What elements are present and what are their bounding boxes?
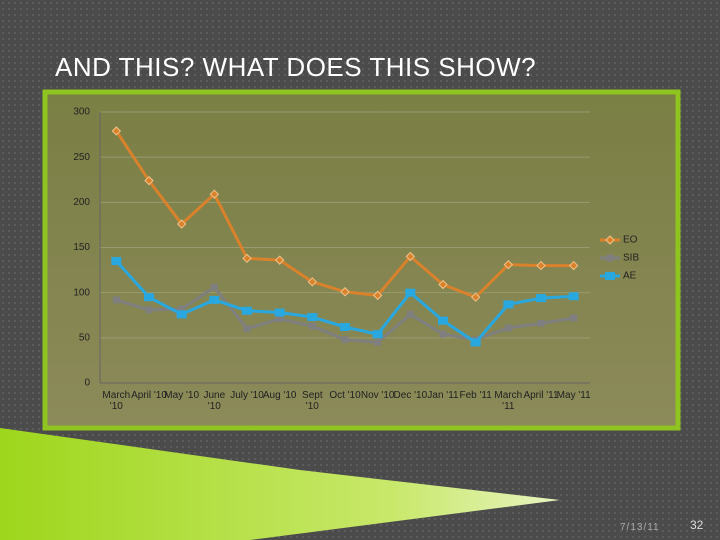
marker bbox=[372, 290, 383, 301]
date: 7/13/11 bbox=[620, 522, 660, 533]
y-tick-label: 150 bbox=[73, 242, 90, 253]
marker bbox=[606, 254, 614, 262]
y-tick-label: 50 bbox=[79, 332, 91, 343]
x-tick-label: July '10 bbox=[230, 390, 264, 401]
marker bbox=[605, 235, 615, 245]
marker bbox=[242, 253, 252, 264]
marker bbox=[470, 338, 481, 347]
marker bbox=[112, 296, 120, 304]
marker bbox=[307, 277, 318, 287]
marker bbox=[570, 314, 578, 322]
marker bbox=[307, 313, 318, 322]
marker bbox=[276, 315, 284, 323]
marker bbox=[274, 255, 285, 265]
marker bbox=[274, 308, 285, 317]
marker bbox=[504, 324, 512, 332]
y-tick-label: 250 bbox=[73, 152, 90, 163]
x-tick-label: April '11 bbox=[523, 390, 559, 401]
marker bbox=[470, 292, 481, 302]
decoration bbox=[0, 428, 560, 540]
marker bbox=[568, 260, 579, 271]
marker bbox=[405, 251, 416, 262]
x-tick-label: March '10 bbox=[102, 390, 131, 412]
x-tick-label: Dec '10 bbox=[393, 390, 428, 401]
slide-title: AND THIS? WHAT DOES THIS SHOW? bbox=[55, 52, 537, 82]
x-tick-label: May '11 bbox=[556, 390, 591, 401]
marker bbox=[372, 330, 383, 339]
marker bbox=[340, 322, 350, 331]
marker bbox=[176, 219, 187, 229]
marker bbox=[439, 330, 447, 338]
marker bbox=[176, 310, 187, 319]
x-tick-label: Jan '11 bbox=[427, 390, 459, 401]
marker bbox=[145, 306, 153, 314]
marker bbox=[242, 306, 252, 315]
x-tick-label: Aug '10 bbox=[262, 390, 297, 401]
x-tick-label: Sept '10 bbox=[302, 390, 323, 412]
x-tick-label: Oct '10 bbox=[329, 390, 361, 401]
legend-label: SIB bbox=[623, 253, 639, 264]
x-tick-label: June '10 bbox=[203, 390, 226, 412]
marker bbox=[111, 257, 122, 266]
marker bbox=[341, 336, 349, 344]
legend-label: EO bbox=[623, 235, 638, 246]
marker bbox=[340, 287, 350, 297]
chart-frame bbox=[42, 89, 681, 431]
marker bbox=[605, 272, 615, 280]
marker bbox=[144, 175, 154, 186]
marker bbox=[374, 338, 382, 346]
marker bbox=[406, 310, 414, 318]
y-tick-label: 300 bbox=[73, 107, 90, 118]
x-tick-label: Nov '10 bbox=[360, 390, 395, 401]
page-number: 32 bbox=[690, 518, 704, 532]
marker bbox=[243, 325, 251, 333]
marker bbox=[210, 283, 218, 291]
marker bbox=[503, 300, 514, 309]
marker bbox=[209, 189, 220, 199]
marker bbox=[568, 292, 579, 301]
marker bbox=[178, 305, 186, 313]
marker bbox=[144, 293, 154, 302]
x-tick-label: March '11 bbox=[494, 390, 523, 412]
legend-label: AE bbox=[623, 271, 637, 282]
marker bbox=[405, 288, 416, 297]
x-tick-label: May '10 bbox=[164, 390, 199, 401]
y-tick-label: 0 bbox=[84, 378, 90, 389]
marker bbox=[111, 126, 122, 136]
marker bbox=[536, 260, 546, 271]
marker bbox=[308, 322, 316, 330]
marker bbox=[537, 319, 545, 327]
marker bbox=[438, 279, 448, 290]
y-tick-label: 200 bbox=[73, 197, 90, 208]
marker bbox=[438, 316, 448, 325]
marker bbox=[503, 259, 514, 270]
marker bbox=[209, 295, 220, 304]
y-tick-label: 100 bbox=[73, 287, 90, 298]
x-tick-label: Feb '11 bbox=[459, 390, 492, 401]
marker bbox=[536, 294, 546, 303]
x-tick-label: April '10 bbox=[131, 390, 167, 401]
